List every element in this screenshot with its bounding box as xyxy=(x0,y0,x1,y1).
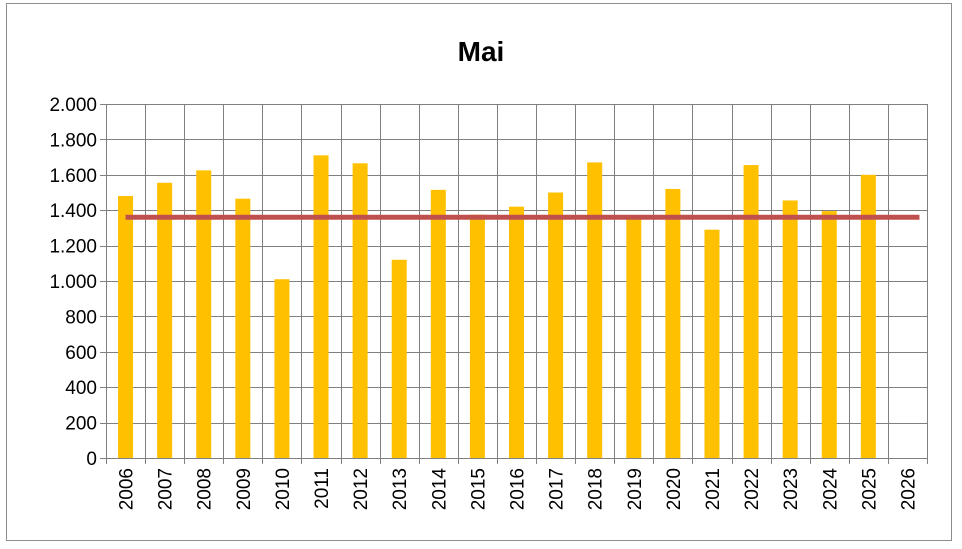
x-tick-label: 2021 xyxy=(703,468,724,510)
x-tick-label: 2012 xyxy=(351,468,372,510)
x-tick-label: 2020 xyxy=(664,468,685,510)
x-tick-label: 2006 xyxy=(117,468,138,510)
bar xyxy=(196,170,212,458)
bar xyxy=(469,214,485,458)
bar xyxy=(548,192,564,458)
x-tick-label: 2017 xyxy=(547,468,568,510)
y-tick-label: 1.000 xyxy=(49,272,97,293)
x-tick-label: 2010 xyxy=(273,468,294,510)
y-tick-label: 600 xyxy=(65,343,97,364)
bar xyxy=(860,174,876,459)
y-tick-label: 1.600 xyxy=(49,166,97,187)
x-tick-label: 2013 xyxy=(390,468,411,510)
x-tick-label: 2026 xyxy=(898,468,919,510)
x-axis-ticks: 2006 2007 2008 2009 2010 2011 2012 2013 2014 2015… xyxy=(117,468,920,511)
y-axis-ticks: 0 200 400 600 800 1.000 1.200 1.400 1.600 1.800 2.… xyxy=(49,95,97,470)
bar xyxy=(235,198,251,458)
x-tick-label: 2025 xyxy=(859,468,880,510)
x-tick-label: 2011 xyxy=(312,468,333,509)
bar xyxy=(665,188,681,458)
bar xyxy=(118,196,134,459)
y-tick-label: 1.400 xyxy=(49,201,97,222)
bar xyxy=(157,182,173,458)
bar xyxy=(782,200,798,458)
bars xyxy=(118,155,876,459)
bar xyxy=(430,189,446,458)
bar xyxy=(509,206,524,458)
bar xyxy=(626,219,642,458)
x-tick-label: 2009 xyxy=(234,468,255,510)
x-tick-label: 2007 xyxy=(156,468,177,510)
x-tick-label: 2018 xyxy=(586,468,607,510)
y-tick-label: 800 xyxy=(65,307,97,328)
bar xyxy=(352,163,368,459)
bar xyxy=(743,165,759,458)
y-tick-label: 1.800 xyxy=(49,130,97,151)
y-tick-label: 0 xyxy=(86,449,97,470)
y-tick-label: 400 xyxy=(65,378,97,399)
x-tick-label: 2019 xyxy=(625,468,646,510)
x-tick-label: 2015 xyxy=(468,468,489,510)
chart-title: Mai xyxy=(458,36,505,67)
x-tick-label: 2023 xyxy=(781,468,802,510)
y-tick-label: 200 xyxy=(65,414,97,435)
bar xyxy=(821,211,837,458)
bar xyxy=(313,155,329,458)
x-tick-label: 2022 xyxy=(742,468,763,510)
bar xyxy=(704,229,720,458)
x-tick-label: 2016 xyxy=(508,468,529,510)
bar xyxy=(391,259,407,458)
x-tick-label: 2024 xyxy=(820,468,841,511)
y-tick-label: 2.000 xyxy=(49,95,97,116)
y-tick-label: 1.200 xyxy=(49,237,97,258)
x-tick-label: 2008 xyxy=(195,468,216,510)
x-tick-label: 2014 xyxy=(429,468,450,511)
bar xyxy=(274,279,290,458)
bar xyxy=(587,162,603,458)
